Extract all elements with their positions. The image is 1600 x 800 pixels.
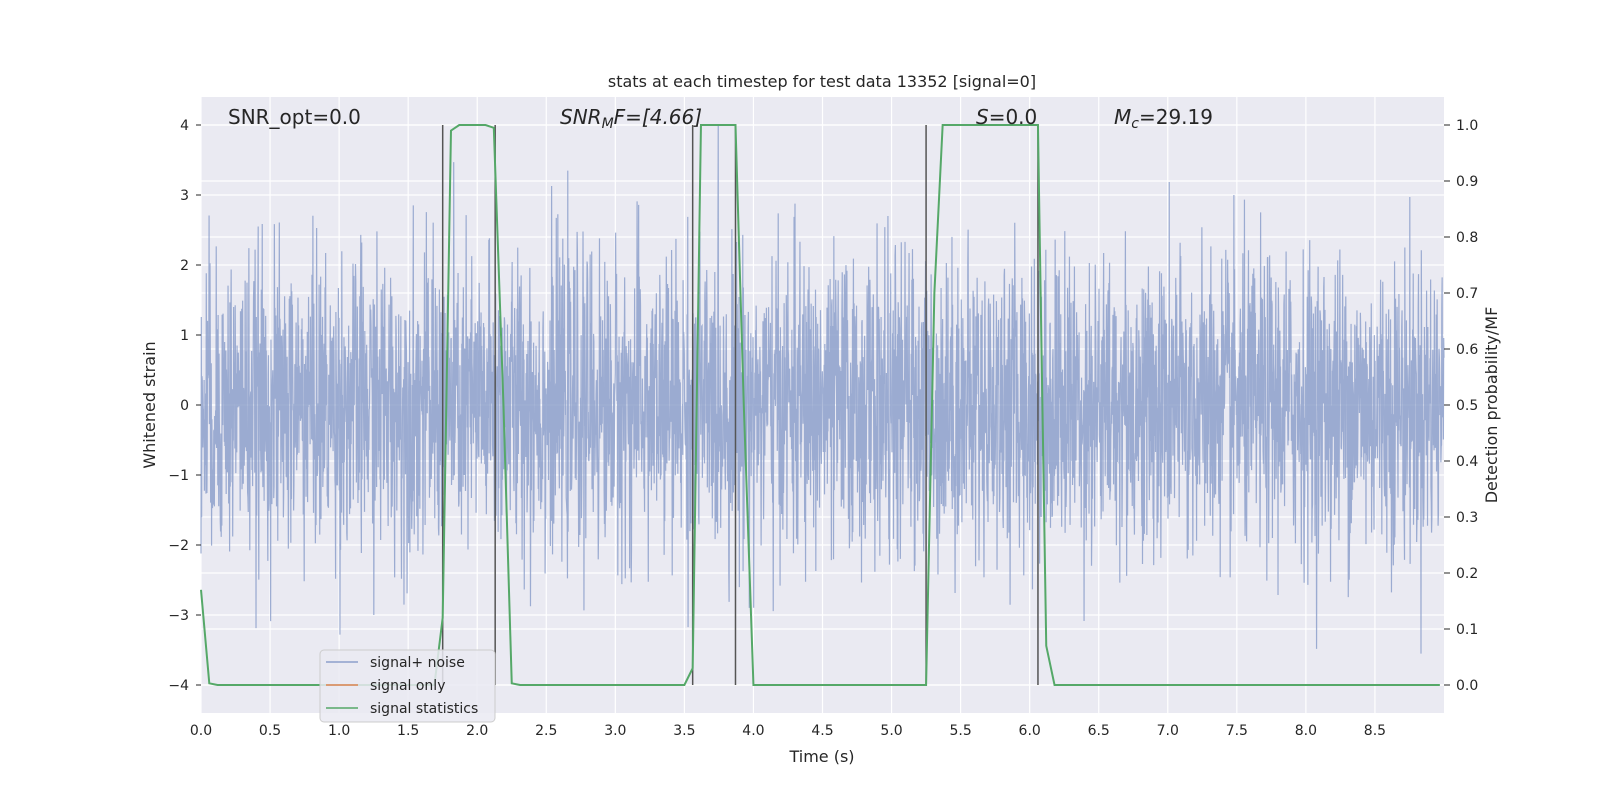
y-tick-label-left: 2 xyxy=(180,258,189,274)
y-tick-label-right: 0.3 xyxy=(1456,510,1478,526)
y-axis-right-ticks: 1.0 0.9 0.8 0.7 0.6 0.5 0.4 0.3 0.2 0.1 0.0 xyxy=(1444,118,1478,694)
x-tick-label: 1.0 xyxy=(328,723,350,739)
x-tick-label: 1.5 xyxy=(397,723,419,739)
x-tick-label: 5.0 xyxy=(880,723,902,739)
x-tick-label: 7.5 xyxy=(1226,723,1248,739)
x-tick-label: 6.0 xyxy=(1019,723,1041,739)
signal-statistics-series xyxy=(200,124,1440,686)
signal-plus-noise-series xyxy=(200,124,1445,654)
chart-title: stats at each timestep for test data 133… xyxy=(608,72,1036,91)
legend-label-statistics: signal statistics xyxy=(370,701,478,717)
y-tick-label-left: −1 xyxy=(168,468,189,484)
x-tick-label: 0.0 xyxy=(190,723,212,739)
y-axis-left-label: Whitened strain xyxy=(140,341,159,468)
y-tick-label-left: 1 xyxy=(180,328,189,344)
x-tick-label: 8.5 xyxy=(1364,723,1386,739)
annotation-snr-opt: SNR_opt=0.0 xyxy=(228,105,361,129)
x-tick-label: 2.0 xyxy=(466,723,488,739)
vertical-markers xyxy=(441,125,1039,685)
y-tick-label-left: −4 xyxy=(168,678,189,694)
x-tick-label: 3.5 xyxy=(673,723,695,739)
y-tick-label-right: 1.0 xyxy=(1456,118,1478,134)
noise-trace xyxy=(200,124,1445,654)
statistics-line xyxy=(200,124,1440,686)
y-tick-label-right: 0.6 xyxy=(1456,342,1478,358)
x-tick-label: 4.5 xyxy=(811,723,833,739)
y-tick-label-right: 0.0 xyxy=(1456,678,1478,694)
y-tick-label-right: 0.9 xyxy=(1456,174,1478,190)
x-tick-label: 0.5 xyxy=(259,723,281,739)
y-tick-label-right: 0.4 xyxy=(1456,454,1478,470)
x-axis-ticks: 0.0 0.5 1.0 1.5 2.0 2.5 3.0 3.5 4.0 4.5 5.0 5.5 6.0 6… xyxy=(190,723,1386,739)
y-tick-label-left: 4 xyxy=(180,118,189,134)
y-tick-label-left: −2 xyxy=(168,538,189,554)
legend-label-signal-only: signal only xyxy=(370,678,445,694)
x-tick-label: 2.5 xyxy=(535,723,557,739)
x-tick-label: 5.5 xyxy=(949,723,971,739)
legend-box xyxy=(319,649,496,723)
y-tick-label-right: 0.1 xyxy=(1456,622,1478,638)
y-tick-label-right: 0.8 xyxy=(1456,230,1478,246)
y-tick-label-right: 0.5 xyxy=(1456,398,1478,414)
x-tick-label: 4.0 xyxy=(742,723,764,739)
x-tick-label: 7.0 xyxy=(1157,723,1179,739)
y-axis-left-ticks: 4 3 2 1 0 −1 −2 −3 −4 xyxy=(168,118,201,694)
annotation-snr-mf: SNRMF=[4.66] xyxy=(560,105,702,132)
y-tick-label-left: 3 xyxy=(180,188,189,204)
legend: signal+ noise signal only signal statist… xyxy=(319,649,496,723)
x-tick-label: 8.0 xyxy=(1295,723,1317,739)
x-axis-label: Time (s) xyxy=(788,747,854,766)
y-axis-right-label: Detection probability/MF xyxy=(1482,307,1501,504)
y-tick-label-right: 0.7 xyxy=(1456,286,1478,302)
y-tick-label-left: −3 xyxy=(168,608,189,624)
annotation-s: S=0.0 xyxy=(976,105,1037,129)
x-tick-label: 3.0 xyxy=(604,723,626,739)
x-tick-label: 6.5 xyxy=(1088,723,1110,739)
legend-label-noise: signal+ noise xyxy=(370,655,465,671)
annotation-mc: Mc=29.19 xyxy=(1114,105,1213,132)
y-tick-label-right: 0.2 xyxy=(1456,566,1478,582)
y-tick-label-left: 0 xyxy=(180,398,189,414)
